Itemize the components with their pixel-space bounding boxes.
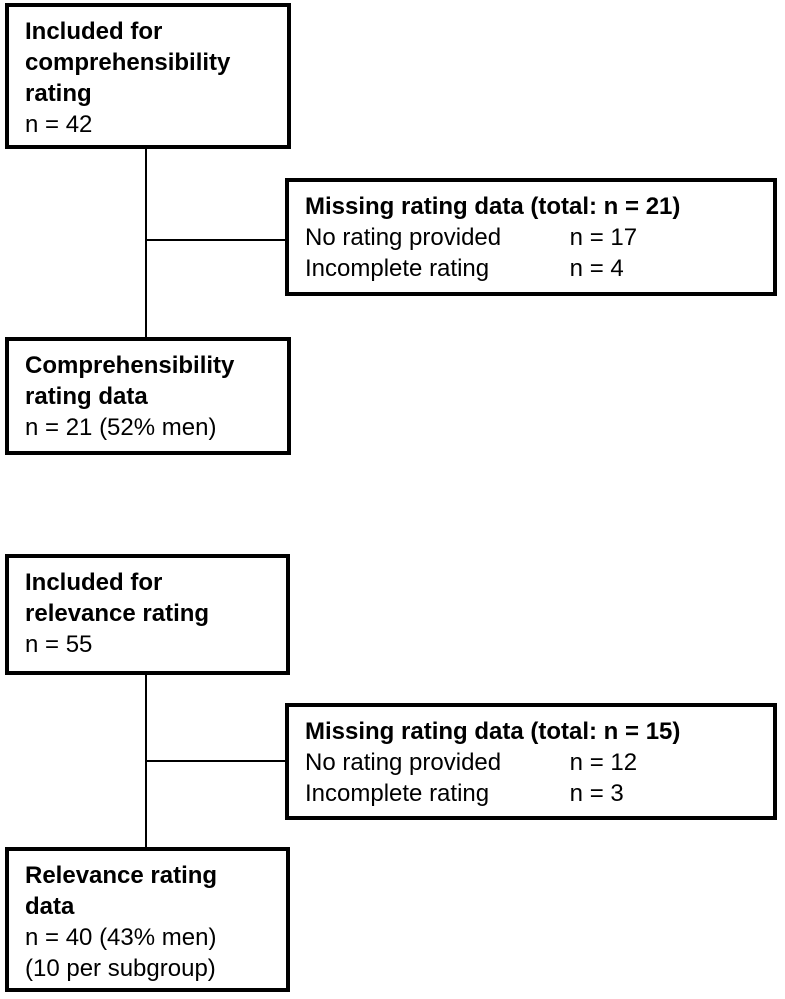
missing-row: Incomplete rating n = 3 bbox=[305, 778, 757, 809]
missing-row-value: n = 17 bbox=[569, 224, 638, 251]
missing-rating-data-box-1: Missing rating data (total: n = 21) No r… bbox=[285, 178, 777, 296]
box-title-line: comprehensibility bbox=[25, 49, 231, 76]
box-title-line: Missing rating data (total: n = 21) bbox=[305, 193, 681, 220]
connector-branch-2 bbox=[146, 760, 285, 762]
missing-row: Incomplete rating n = 4 bbox=[305, 253, 757, 284]
included-comprehensibility-box: Included for comprehensibility rating n … bbox=[5, 3, 291, 149]
missing-row-value: n = 3 bbox=[569, 780, 624, 807]
missing-row: No rating provided n = 17 bbox=[305, 222, 757, 253]
connector-branch-1 bbox=[146, 239, 285, 241]
box-title-line: Included for bbox=[25, 18, 163, 45]
connector-vertical-1 bbox=[145, 149, 147, 337]
missing-row: No rating provided n = 12 bbox=[305, 747, 757, 778]
box-title-line: rating bbox=[25, 80, 92, 107]
box-title-line: relevance rating bbox=[25, 600, 210, 627]
missing-row-label: No rating provided bbox=[305, 749, 502, 776]
box-title-line: Relevance rating bbox=[25, 862, 218, 889]
box-n-value: n = 55 bbox=[25, 631, 93, 658]
comprehensibility-rating-data-box: Comprehensibility rating data n = 21 (52… bbox=[5, 337, 291, 455]
box-title-line: Comprehensibility bbox=[25, 352, 235, 379]
missing-rating-data-box-2: Missing rating data (total: n = 15) No r… bbox=[285, 703, 777, 820]
box-subgroup-note: (10 per subgroup) bbox=[25, 955, 216, 982]
box-title-line: data bbox=[25, 893, 75, 920]
box-n-value: n = 40 (43% men) bbox=[25, 924, 217, 951]
missing-row-value: n = 4 bbox=[569, 255, 624, 282]
box-title-line: Missing rating data (total: n = 15) bbox=[305, 718, 681, 745]
relevance-rating-data-box: Relevance rating data n = 40 (43% men) (… bbox=[5, 847, 290, 992]
missing-row-value: n = 12 bbox=[569, 749, 638, 776]
missing-row-label: No rating provided bbox=[305, 224, 502, 251]
missing-row-label: Incomplete rating bbox=[305, 780, 490, 807]
included-relevance-box: Included for relevance rating n = 55 bbox=[5, 554, 290, 675]
box-n-value: n = 21 (52% men) bbox=[25, 414, 217, 441]
box-title-line: rating data bbox=[25, 383, 148, 410]
box-title-line: Included for bbox=[25, 569, 163, 596]
box-n-value: n = 42 bbox=[25, 111, 93, 138]
missing-row-label: Incomplete rating bbox=[305, 255, 490, 282]
